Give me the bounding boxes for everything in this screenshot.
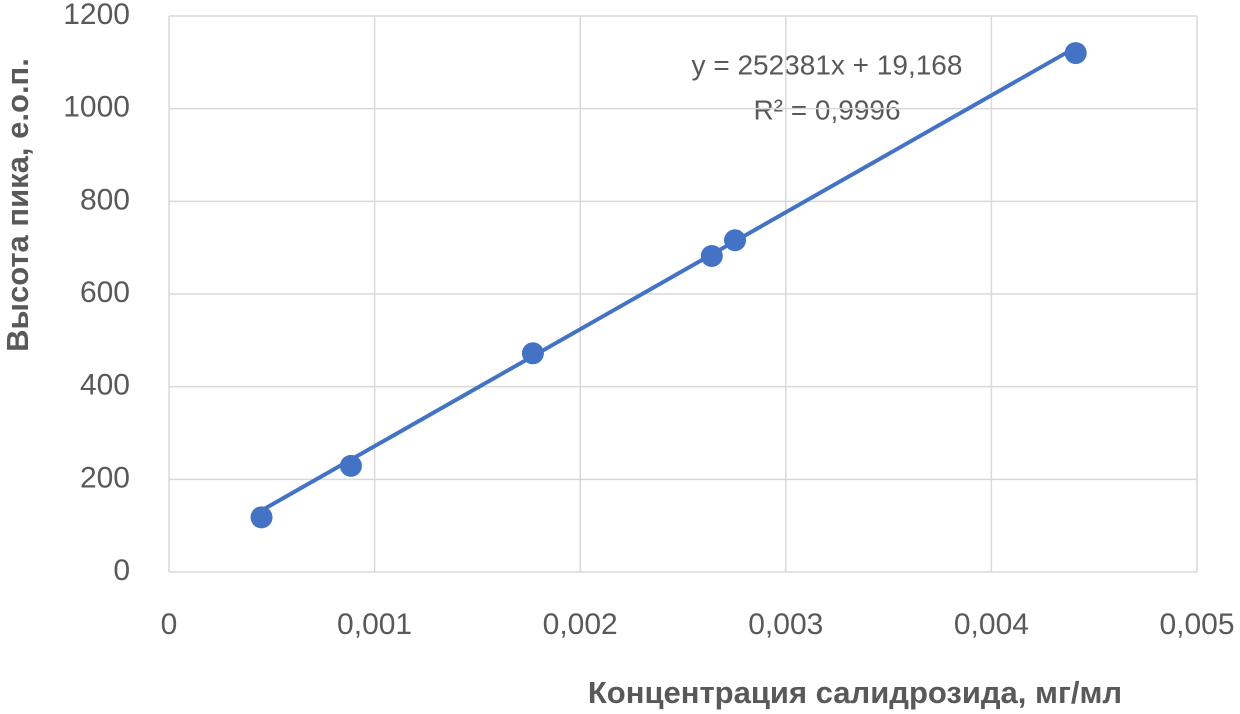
- data-point: [339, 454, 362, 477]
- data-point: [521, 342, 544, 365]
- data-point: [1064, 42, 1087, 65]
- x-tick-label: 0,001: [337, 608, 412, 641]
- y-tick-label: 600: [80, 276, 130, 309]
- y-tick-label: 400: [80, 369, 130, 402]
- y-tick-label: 1000: [63, 91, 130, 124]
- x-tick-label: 0,003: [748, 608, 823, 641]
- x-tick-label: 0,005: [1159, 608, 1234, 641]
- x-tick-label: 0: [161, 608, 178, 641]
- data-point: [250, 506, 273, 529]
- data-point: [700, 245, 723, 268]
- y-axis-title: Высота пика, е.о.п.: [0, 58, 35, 352]
- trendline: [260, 45, 1077, 513]
- x-tick-label: 0,004: [954, 608, 1029, 641]
- trendline-equation: y = 252381x + 19,168: [692, 49, 963, 80]
- x-axis-title: Концентрация салидрозида, мг/мл: [588, 675, 1122, 710]
- r-squared: R² = 0,9996: [753, 94, 900, 125]
- x-tick-label: 0,002: [543, 608, 618, 641]
- y-tick-label: 800: [80, 183, 130, 216]
- y-tick-label: 0: [113, 554, 130, 587]
- data-point: [724, 229, 747, 252]
- y-tick-label: 1200: [63, 0, 130, 31]
- y-tick-label: 200: [80, 461, 130, 494]
